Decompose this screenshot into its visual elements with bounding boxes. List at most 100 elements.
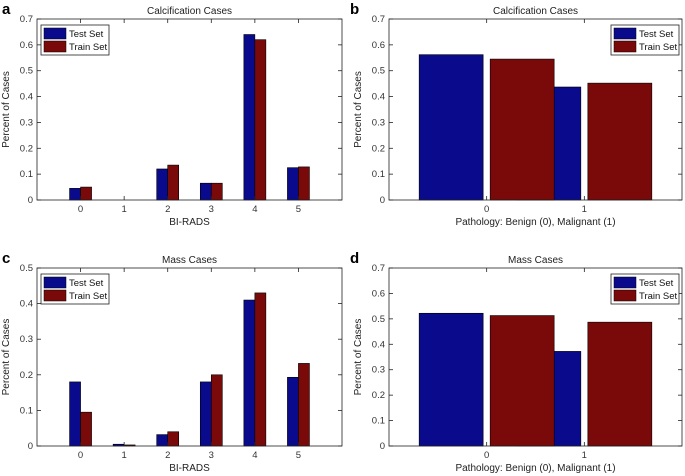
x-tick-label: 5 — [296, 450, 301, 461]
bar-train-3 — [210, 374, 223, 447]
y-axis-label: Percent of Cases — [1, 71, 12, 148]
y-tick-label: 0.3 — [372, 365, 385, 376]
bar-train-1 — [587, 321, 653, 447]
bar-test-2 — [156, 434, 169, 447]
bar-test-4 — [243, 299, 256, 447]
x-tick-label: 0 — [78, 450, 83, 461]
x-tick-label: 2 — [165, 450, 170, 461]
y-tick-label: 0.5 — [20, 263, 33, 274]
bar-train-2 — [167, 431, 180, 447]
bar-train-4 — [254, 39, 267, 201]
bar-train-3 — [210, 182, 223, 201]
legend-label-train: Train Set — [639, 42, 678, 53]
y-tick-label: 0.6 — [372, 40, 385, 51]
x-tick-label: 0 — [484, 450, 489, 461]
axes-frame — [388, 267, 683, 447]
bar-train-0 — [80, 186, 92, 201]
bar-test-0 — [69, 381, 81, 447]
legend-swatch-test — [613, 276, 637, 289]
y-tick-label: 0.7 — [372, 14, 385, 25]
legend: Test Set Train Set — [610, 273, 680, 305]
legend-label-test: Test Set — [69, 278, 104, 289]
legend: Test Set Train Set — [40, 273, 110, 305]
bar-test-2 — [156, 168, 169, 201]
bar-test-0 — [418, 312, 484, 447]
x-tick-label: 0 — [78, 204, 83, 215]
y-tick-label: 0.1 — [20, 405, 33, 416]
legend-swatch-train — [43, 40, 67, 53]
x-tick-label: 4 — [252, 204, 257, 215]
panel-letter: a — [2, 1, 11, 18]
legend-swatch-test — [43, 276, 67, 289]
y-tick-label: 0.2 — [20, 370, 33, 381]
x-tick-label: 3 — [209, 450, 214, 461]
y-axis-label: Percent of Cases — [353, 71, 364, 148]
chart-panel-b: b Calcification Cases 0 0.1 0.2 0.3 0.4 0.5 0.6 0… — [350, 1, 683, 228]
y-tick-label: 0.7 — [20, 14, 33, 25]
bar-test-0 — [69, 188, 81, 201]
x-axis-label: Pathology: Benign (0), Malignant (1) — [455, 463, 615, 474]
bar-test-3 — [199, 381, 212, 447]
y-tick-label: 0 — [28, 441, 33, 452]
x-tick-label: 2 — [165, 204, 170, 215]
y-tick-label: 0.4 — [20, 299, 33, 310]
y-tick-label: 0 — [380, 195, 385, 206]
legend-label-test: Test Set — [69, 29, 104, 40]
y-tick-label: 0.2 — [372, 143, 385, 154]
chart-title: Calcification Cases — [147, 6, 232, 17]
bar-train-0 — [489, 58, 555, 201]
y-tick-label: 0.3 — [20, 334, 33, 345]
bar-test-0 — [418, 54, 484, 201]
panel-letter: b — [350, 1, 359, 18]
panel-letter: d — [350, 250, 359, 267]
chart-title: Mass Cases — [162, 255, 217, 266]
x-axis-label: BI-RADS — [169, 217, 210, 228]
legend-label-train: Train Set — [639, 291, 678, 302]
axes-frame — [388, 18, 683, 201]
bar-train-0 — [80, 411, 92, 447]
axes-frame — [36, 18, 343, 201]
y-tick-label: 0.6 — [372, 288, 385, 299]
y-axis-label: Percent of Cases — [1, 319, 12, 396]
bar-test-5 — [287, 376, 299, 447]
bar-test-4 — [243, 34, 256, 201]
chart-title: Mass Cases — [508, 255, 563, 266]
y-tick-label: 0 — [28, 195, 33, 206]
bar-train-0 — [489, 315, 555, 447]
chart-title: Calcification Cases — [493, 6, 578, 17]
legend-label-test: Test Set — [639, 29, 674, 40]
y-tick-label: 0.1 — [372, 169, 385, 180]
chart-panel-d: d Mass Cases 0 0.1 0.2 0.3 0.4 0.5 0.6 0.7 0 1 Patho… — [350, 250, 683, 474]
x-tick-label: 1 — [582, 450, 587, 461]
legend-swatch-test — [43, 27, 67, 40]
y-tick-label: 0.6 — [20, 40, 33, 51]
y-tick-label: 0.4 — [372, 339, 385, 350]
y-tick-label: 0 — [380, 441, 385, 452]
axes-frame — [36, 267, 343, 447]
bar-test-3 — [199, 182, 212, 201]
legend-label-train: Train Set — [69, 291, 108, 302]
panel-letter: c — [2, 250, 10, 267]
y-tick-label: 0.5 — [372, 314, 385, 325]
x-tick-label: 0 — [484, 204, 489, 215]
y-tick-label: 0.3 — [372, 117, 385, 128]
y-axis-label: Percent of Cases — [353, 319, 364, 396]
x-tick-label: 1 — [121, 450, 126, 461]
x-tick-label: 1 — [121, 204, 126, 215]
legend-swatch-test — [613, 27, 637, 40]
y-tick-label: 0.1 — [372, 416, 385, 427]
bar-train-5 — [298, 363, 310, 447]
legend: Test Set Train Set — [40, 24, 110, 56]
y-tick-label: 0.5 — [20, 66, 33, 77]
legend: Test Set Train Set — [610, 24, 680, 56]
legend-label-train: Train Set — [69, 42, 108, 53]
x-tick-label: 3 — [209, 204, 214, 215]
x-axis-label: BI-RADS — [169, 463, 210, 474]
y-tick-label: 0.1 — [20, 169, 33, 180]
y-tick-label: 0.3 — [20, 117, 33, 128]
bar-train-1 — [587, 82, 653, 201]
bar-test-5 — [287, 167, 299, 201]
chart-panel-c: c Mass Cases 0 0.1 0.2 0.3 0.4 0.5 0 1 2 3 4 5 BI-RADS… — [1, 250, 343, 474]
bar-train-2 — [167, 164, 180, 201]
legend-swatch-train — [613, 40, 637, 53]
